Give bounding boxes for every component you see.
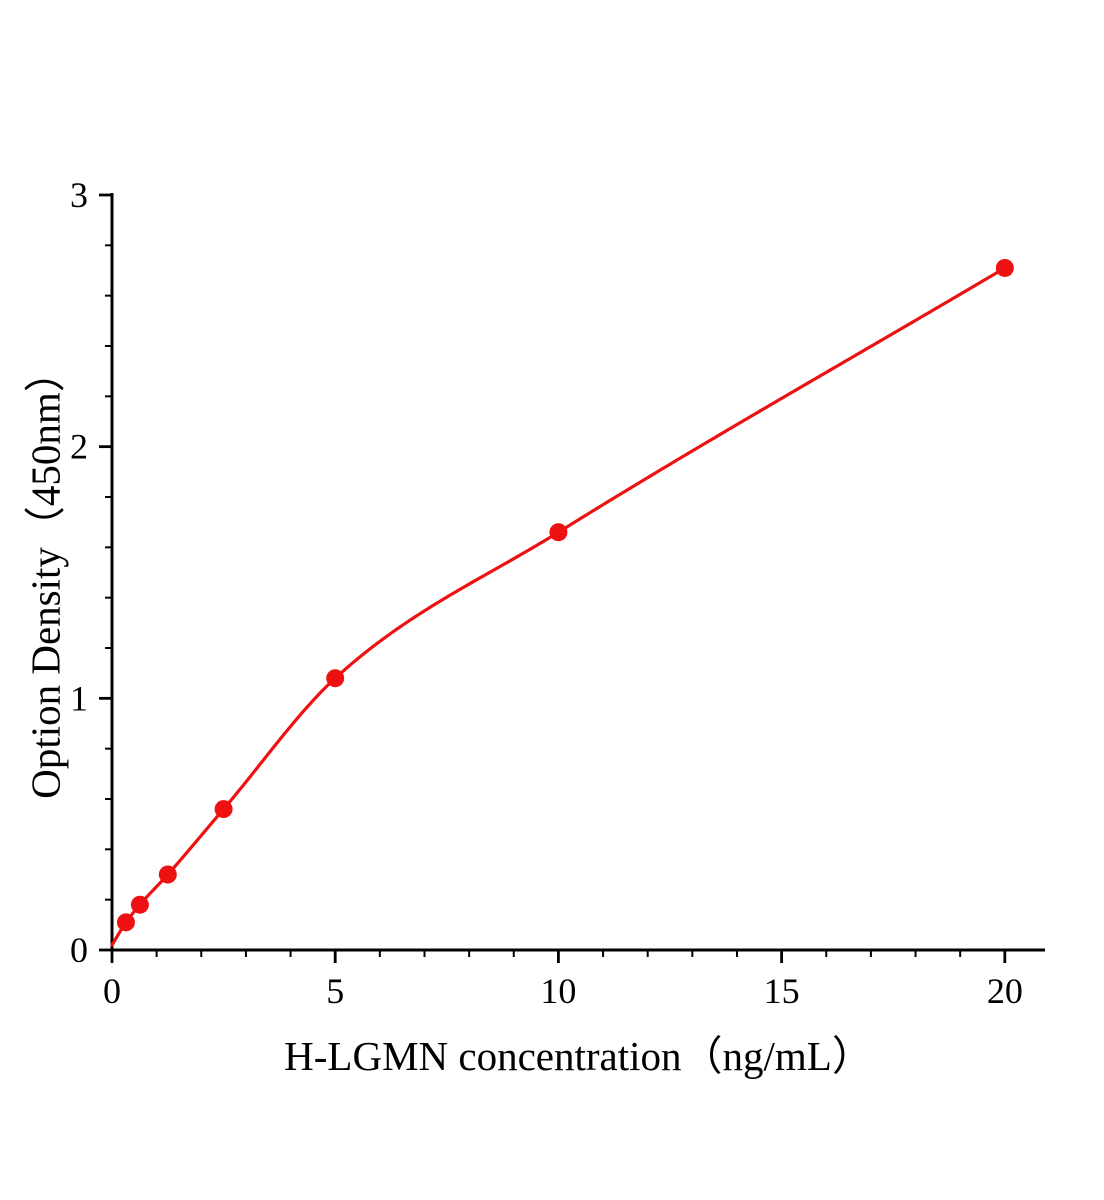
data-point	[326, 669, 345, 688]
y-tick-label: 2	[70, 427, 88, 467]
x-tick-label: 20	[987, 971, 1023, 1011]
x-tick-label: 15	[764, 971, 800, 1011]
y-tick-label: 0	[70, 930, 88, 970]
x-tick-label: 0	[103, 971, 121, 1011]
y-tick-label: 3	[70, 175, 88, 215]
data-point	[130, 895, 149, 914]
data-point	[995, 258, 1014, 277]
x-tick-label: 10	[540, 971, 576, 1011]
x-axis-title: H-LGMN concentration（ng/mL）	[284, 1033, 873, 1079]
y-axis-title: Option Density（450nm）	[22, 351, 69, 799]
data-point	[116, 913, 135, 932]
fit-curve	[110, 266, 1007, 947]
data-point	[549, 523, 568, 542]
data-point	[214, 800, 233, 819]
data-point	[158, 865, 177, 884]
x-tick-label: 5	[326, 971, 344, 1011]
y-tick-label: 1	[70, 678, 88, 718]
